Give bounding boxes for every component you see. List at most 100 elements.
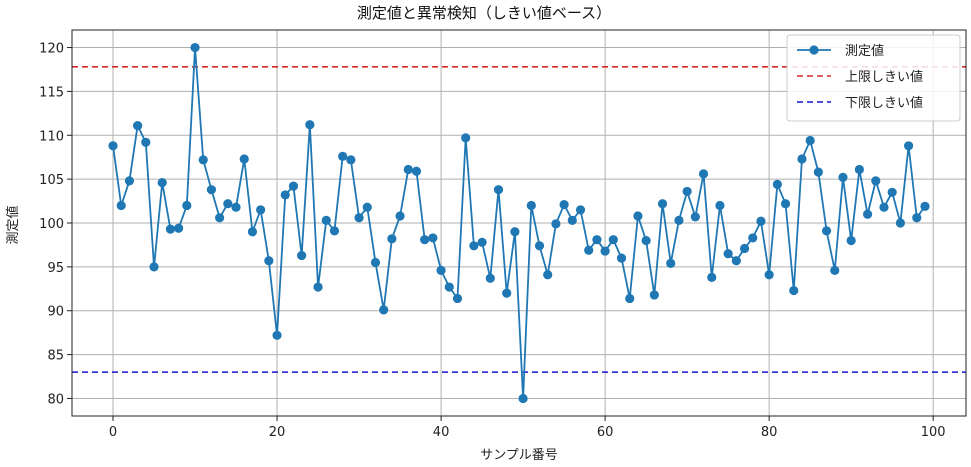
data-point [830, 265, 840, 275]
data-point [518, 393, 528, 404]
y-tick-label: 110 [39, 129, 64, 144]
data-point [436, 265, 446, 275]
data-point [182, 200, 192, 211]
data-point [510, 227, 520, 237]
data-point [797, 154, 807, 164]
data-point [190, 42, 200, 53]
data-point [682, 186, 692, 197]
data-point [231, 202, 241, 212]
data-point [346, 155, 356, 165]
series-layer [108, 42, 930, 404]
data-point [764, 270, 774, 280]
data-point [321, 215, 331, 225]
data-point [305, 120, 315, 130]
data-point [838, 172, 848, 182]
data-point [625, 293, 635, 304]
data-point [551, 219, 561, 229]
data-point [789, 285, 799, 296]
data-point [165, 224, 176, 234]
data-point [707, 272, 717, 282]
data-point [379, 305, 389, 315]
data-point [821, 226, 832, 236]
data-point [215, 213, 225, 223]
data-point [772, 179, 782, 189]
data-point [731, 256, 741, 266]
data-point [387, 234, 397, 244]
data-point [756, 216, 766, 226]
data-point [469, 241, 479, 251]
data-point [272, 330, 282, 340]
data-point [297, 250, 307, 261]
data-point [157, 178, 167, 188]
data-point [846, 235, 856, 246]
data-point [141, 137, 151, 147]
legend-marker-measurement [809, 45, 819, 55]
data-point [543, 270, 553, 280]
x-tick-label: 40 [433, 425, 450, 440]
data-point [739, 243, 750, 254]
data-point [657, 199, 668, 209]
data-point [264, 256, 274, 266]
data-point [912, 213, 922, 223]
data-point [567, 215, 577, 225]
y-tick-label: 115 [39, 85, 64, 100]
data-point [280, 190, 290, 200]
data-point [592, 235, 602, 245]
y-tick-label: 85 [47, 349, 64, 364]
data-point [780, 199, 791, 209]
legend-label: 上限しきい値 [845, 69, 923, 85]
data-point [502, 288, 512, 298]
data-point [862, 209, 873, 219]
data-point [887, 187, 897, 197]
legend-label: 下限しきい値 [845, 95, 923, 111]
data-point [698, 169, 709, 179]
data-point [895, 218, 905, 228]
ticks: 0 20 40 60 80 100 80 85 90 95 100 105 110 115 120 [39, 42, 945, 440]
data-point [616, 253, 627, 263]
data-point [690, 212, 700, 222]
data-point [871, 176, 881, 186]
data-point [420, 235, 430, 245]
data-point [206, 185, 217, 195]
legend-box [786, 34, 961, 122]
y-tick-label: 80 [47, 392, 64, 407]
data-point [600, 246, 610, 256]
data-point [854, 164, 864, 175]
y-tick-label: 105 [39, 173, 64, 188]
x-tick-label: 80 [761, 425, 778, 440]
data-point [559, 199, 569, 210]
data-point [649, 290, 659, 300]
data-point [641, 235, 651, 246]
x-axis-label: サンプル番号 [480, 448, 558, 463]
data-point [124, 176, 135, 186]
data-point [428, 233, 438, 243]
data-point [256, 205, 266, 215]
data-point [239, 154, 249, 164]
data-point [715, 200, 725, 211]
y-tick-label: 100 [39, 217, 64, 232]
data-point [444, 282, 454, 292]
data-point [584, 245, 594, 255]
data-point [813, 167, 823, 177]
x-tick-label: 0 [109, 425, 117, 440]
y-tick-label: 95 [47, 261, 64, 276]
data-point [879, 202, 889, 212]
data-point [354, 213, 364, 223]
data-point [666, 258, 676, 268]
data-point [534, 241, 545, 251]
data-point [575, 205, 586, 215]
data-point [329, 226, 340, 236]
data-point [723, 249, 733, 259]
data-point [403, 164, 413, 175]
data-point [633, 211, 643, 221]
y-axis-label: 測定値 [5, 205, 21, 244]
data-point [493, 185, 504, 195]
data-point [338, 151, 348, 161]
data-point [477, 237, 487, 247]
data-point [805, 135, 815, 146]
data-point [313, 282, 323, 292]
data-point [288, 181, 299, 191]
